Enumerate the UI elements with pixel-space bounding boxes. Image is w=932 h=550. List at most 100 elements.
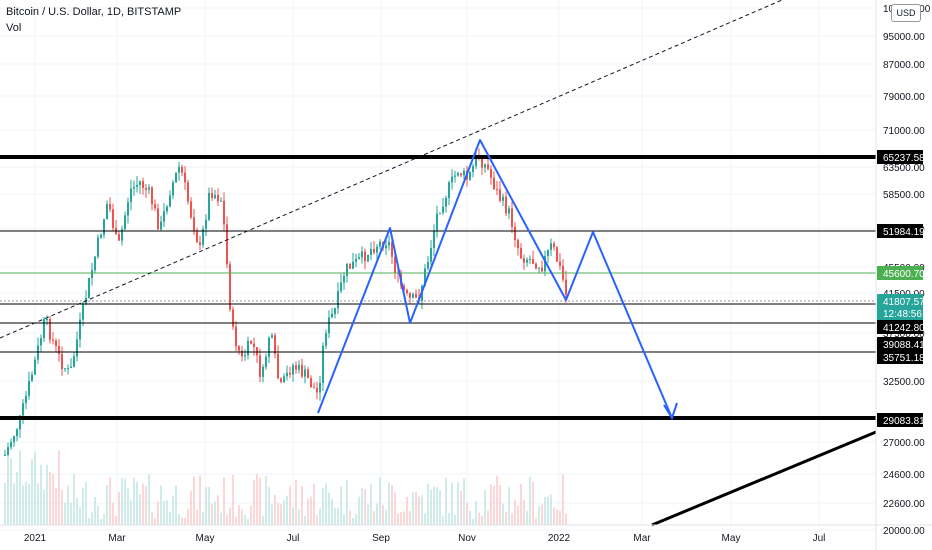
volume-bar [181,517,183,525]
volume-bar [301,486,303,525]
candle-body [451,176,453,183]
volume-bar [46,464,48,525]
volume-bar [193,476,195,525]
volume-bar [238,505,240,525]
time-tick-label: Nov [458,533,476,544]
volume-bar [76,497,78,525]
candle-body [508,208,510,214]
candle-body [472,166,474,173]
price-label-bg [877,320,923,334]
candle-body [217,194,219,202]
grid [0,0,876,531]
currency-button[interactable]: USD [891,4,921,22]
candle-body [409,293,411,298]
volume-bar [73,474,75,525]
volume-bar [565,513,567,525]
price-tick-label: 58500.00 [883,190,925,201]
candle-body [220,200,222,202]
volume-bar [151,511,153,525]
volume-bar [343,514,345,525]
volume-bar [244,514,246,525]
candle-body [64,368,66,370]
volume-bar [256,474,258,525]
candle-body [169,195,171,207]
volume-bar [220,512,222,525]
candle-body [526,259,528,263]
volume-bar [544,497,546,525]
volume-bar [100,518,102,525]
volume-bar [64,502,66,525]
time-tick-label: Sep [372,533,390,544]
symbol-title[interactable]: Bitcoin / U.S. Dollar, 1D, BITSTAMP [6,6,182,18]
volume-bar [265,476,267,525]
volume-bar [283,500,285,525]
time-axis: 2021 Mar May Jul Sep Nov 2022 Mar May Jul [24,533,826,544]
volume-bar [349,510,351,525]
candle-body [511,208,513,227]
volume-bar [307,498,309,525]
volume-bar [97,505,99,525]
candle-body [367,254,369,262]
candle-body [487,164,489,170]
candle-body [100,234,102,238]
candle-body [499,189,501,201]
volume-bar [130,500,132,525]
volume-bar [547,496,549,525]
price-label: 35751.18 [877,350,925,364]
volume-bar [346,479,348,525]
candle-body [427,261,429,269]
candle-body [565,279,567,295]
candle-body [49,319,51,340]
candle-body [463,170,465,176]
candle-body [514,226,516,240]
price-label-bg [877,350,923,364]
volume-bar [397,513,399,525]
volume-bar [280,504,282,525]
candle-body [313,387,315,389]
candle-body [454,175,456,177]
volume-bar [445,477,447,525]
candle-body [94,256,96,271]
volume-bar [25,481,27,525]
volume-bar [367,504,369,525]
volume-bar [187,508,189,525]
candle-body [280,378,282,383]
volume-bar [451,482,453,525]
candle-body [502,196,504,201]
candle-body [43,319,45,339]
price-label-value: 65237.58 [883,153,925,164]
time-tick-label: 2021 [24,533,47,544]
candle-body [295,365,297,370]
volume-bar [85,481,87,525]
candle-body [445,198,447,207]
volume-indicator-label[interactable]: Vol [6,22,22,34]
candle-body [268,337,270,357]
price-label: 39088.41 [877,337,925,351]
volume-bar [358,496,360,525]
dashed-trendline [0,0,783,339]
volume-bar [16,472,18,525]
candle-body [349,263,351,269]
price-label: 51984.19 [877,224,925,238]
candle-body [190,201,192,218]
candle-body [154,204,156,209]
volume-bar [55,488,57,525]
price-label-value: 39088.41 [883,340,925,351]
price-label: 45600.70 [877,266,925,280]
volume-bar [436,487,438,525]
candle-body [232,309,234,327]
volume-bar [7,454,9,525]
candle-body [112,209,114,229]
candle-body [328,317,330,334]
candle-body [253,343,255,348]
candle-body [58,346,60,355]
price-label: 65237.58 [877,150,925,164]
volume-bar [322,487,324,525]
volume-bar [484,490,486,525]
volume-bar [202,511,204,525]
volume-bar [505,511,507,525]
volume-bar [496,475,498,525]
volume-bar [31,459,33,525]
candle-body [391,241,393,257]
